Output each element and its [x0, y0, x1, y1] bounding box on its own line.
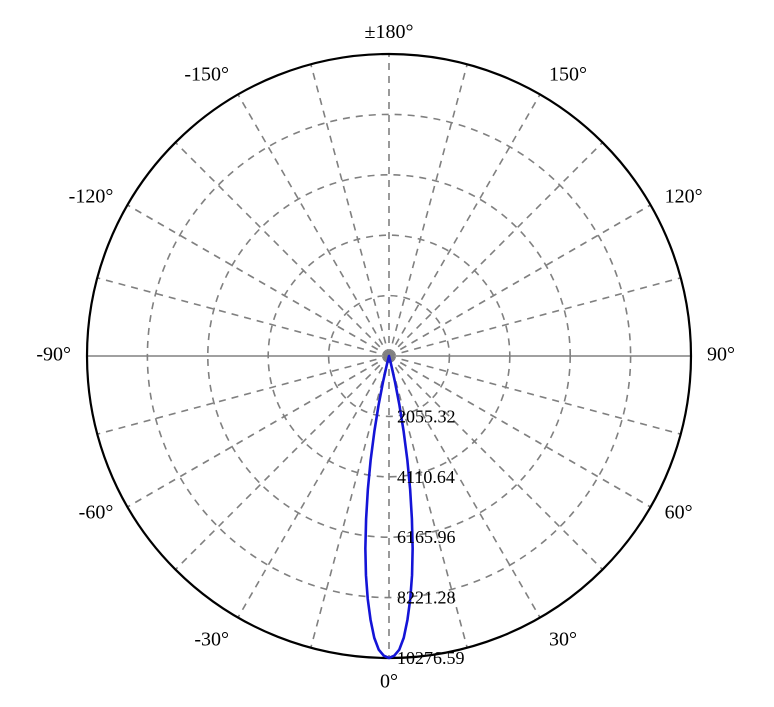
- polar-angle-label: -60°: [79, 502, 114, 524]
- polar-spoke: [127, 356, 389, 507]
- polar-spoke: [311, 356, 389, 648]
- polar-spoke: [175, 142, 389, 356]
- polar-angle-label: ±180°: [365, 21, 414, 43]
- polar-angle-label: 120°: [665, 186, 703, 208]
- polar-angle-label: 30°: [549, 628, 577, 650]
- polar-ring-label: 10276.59: [397, 648, 465, 668]
- polar-spoke: [389, 205, 651, 356]
- polar-ring-label: 8221.28: [397, 588, 456, 608]
- polar-spoke: [97, 356, 389, 434]
- polar-chart: 2055.32 4110.64 6165.96 8221.28 10276.59 0° 30…: [0, 0, 774, 707]
- polar-angle-label: 90°: [707, 344, 735, 366]
- polar-ring-label: 4110.64: [397, 467, 455, 487]
- polar-angle-label: -90°: [36, 344, 71, 366]
- polar-spoke: [311, 64, 389, 356]
- polar-spoke: [389, 278, 681, 356]
- polar-angle-label: -150°: [184, 63, 229, 85]
- polar-angle-label: 0°: [380, 671, 398, 693]
- polar-spoke: [127, 205, 389, 356]
- polar-angle-label: 150°: [549, 63, 587, 85]
- polar-ring-label: 6165.96: [397, 527, 456, 547]
- polar-spoke: [389, 142, 603, 356]
- polar-spoke: [175, 356, 389, 570]
- polar-angle-label: -30°: [194, 628, 229, 650]
- polar-spoke: [389, 94, 540, 356]
- polar-spoke: [238, 94, 389, 356]
- polar-spoke: [389, 64, 467, 356]
- polar-spoke: [97, 278, 389, 356]
- polar-angle-label: -120°: [69, 186, 114, 208]
- polar-angle-label: 60°: [665, 502, 693, 524]
- polar-ring-label: 2055.32: [397, 406, 456, 426]
